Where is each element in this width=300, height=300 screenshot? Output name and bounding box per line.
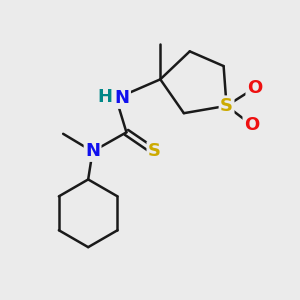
Text: S: S <box>220 97 233 115</box>
Text: O: O <box>247 79 262 97</box>
Text: H: H <box>98 88 112 106</box>
Text: O: O <box>244 116 259 134</box>
Text: N: N <box>85 142 100 160</box>
Text: S: S <box>148 142 161 160</box>
Text: N: N <box>115 89 130 107</box>
